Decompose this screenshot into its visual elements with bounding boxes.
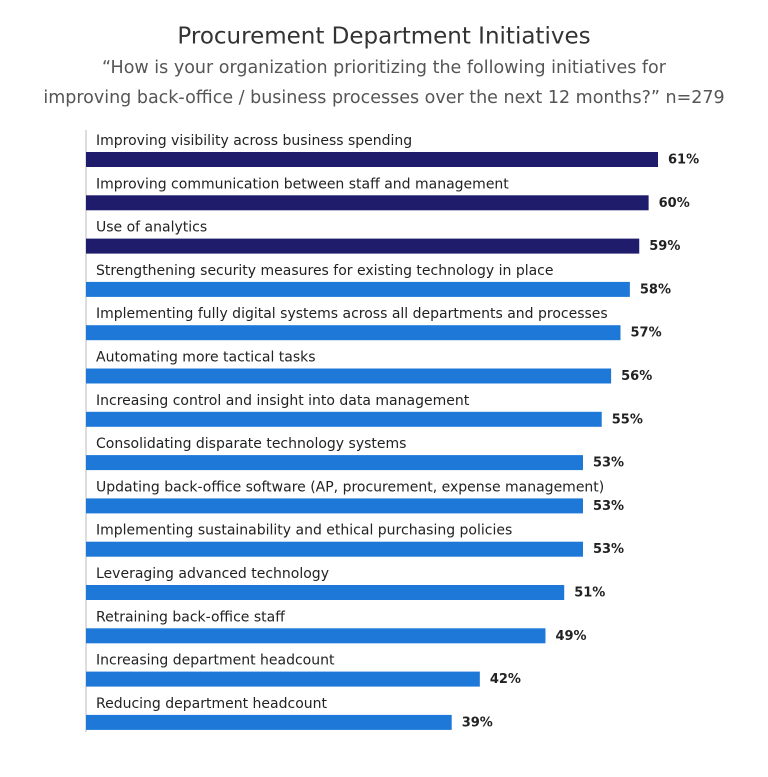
bar bbox=[86, 152, 658, 167]
value-label: 53% bbox=[593, 499, 624, 514]
value-label: 53% bbox=[593, 456, 624, 471]
value-label: 58% bbox=[640, 282, 671, 297]
bar bbox=[86, 195, 649, 211]
value-label: 59% bbox=[649, 239, 680, 254]
category-label: Retraining back-office staff bbox=[96, 609, 285, 625]
category-label: Consolidating disparate technology syste… bbox=[96, 436, 406, 452]
value-label: 51% bbox=[574, 586, 605, 601]
chart-subtitle: improving back-office / business process… bbox=[43, 88, 724, 108]
bar bbox=[86, 455, 583, 471]
bar bbox=[86, 281, 630, 297]
value-label: 53% bbox=[593, 542, 624, 557]
bar bbox=[86, 671, 480, 687]
value-label: 57% bbox=[630, 326, 661, 341]
value-label: 55% bbox=[612, 412, 643, 427]
category-label: Implementing sustainability and ethical … bbox=[96, 523, 512, 539]
value-label: 56% bbox=[621, 369, 652, 384]
category-label: Improving communication between staff an… bbox=[96, 176, 509, 192]
category-label: Reducing department headcount bbox=[96, 696, 328, 712]
value-label: 42% bbox=[490, 672, 521, 687]
category-label: Use of analytics bbox=[96, 220, 207, 236]
value-label: 61% bbox=[668, 153, 699, 168]
category-label: Leveraging advanced technology bbox=[96, 566, 329, 582]
category-label: Improving visibility across business spe… bbox=[96, 133, 412, 149]
category-label: Automating more tactical tasks bbox=[96, 350, 316, 366]
value-label: 39% bbox=[462, 715, 493, 730]
category-label: Strengthening security measures for exis… bbox=[96, 263, 554, 279]
value-label: 49% bbox=[555, 629, 586, 644]
bar bbox=[86, 368, 612, 384]
bar bbox=[86, 411, 602, 427]
bar bbox=[86, 238, 640, 254]
bar bbox=[86, 325, 621, 341]
category-label: Increasing department headcount bbox=[96, 653, 335, 669]
category-label: Implementing fully digital systems acros… bbox=[96, 306, 608, 322]
chart-title: Procurement Department Initiatives bbox=[177, 24, 590, 50]
bar bbox=[86, 585, 565, 600]
category-label: Increasing control and insight into data… bbox=[96, 393, 470, 409]
bar bbox=[86, 628, 546, 644]
bar bbox=[86, 541, 583, 557]
chart-subtitle: “How is your organization prioritizing t… bbox=[102, 58, 667, 78]
value-label: 60% bbox=[659, 196, 690, 211]
bar bbox=[86, 714, 452, 730]
category-label: Updating back-office software (AP, procu… bbox=[96, 479, 604, 495]
bar bbox=[86, 498, 583, 514]
